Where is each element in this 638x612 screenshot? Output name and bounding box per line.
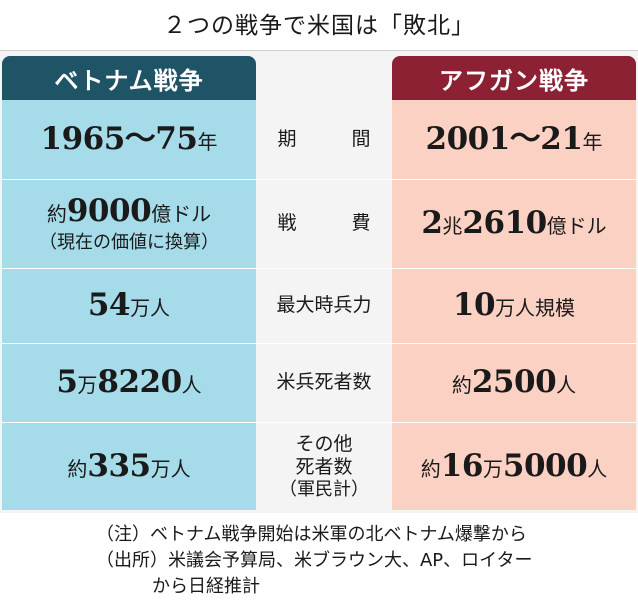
value-number: 2 (421, 205, 443, 242)
value-unit: 万人規模 (495, 296, 576, 321)
afghan-other-deaths: 約16万5000人 (392, 423, 636, 510)
value-unit: 約 (46, 201, 67, 226)
value-unit: 万人 (150, 456, 191, 481)
value-number: 2610 (462, 205, 547, 242)
vietnam-cost-note: （現在の価値に換算） (39, 232, 219, 254)
label-cost: 戦 費 (277, 212, 389, 235)
value-unit: 年 (582, 129, 603, 154)
vietnam-max-troops: 54万人 (2, 269, 256, 343)
vietnam-cost: 約9000億ドル （現在の価値に換算） (2, 180, 256, 268)
value-unit: 人 (556, 373, 577, 398)
vietnam-us-deaths: 5万8220人 (2, 344, 256, 422)
value-unit: 約 (451, 373, 472, 398)
vietnam-other-deaths: 約335万人 (2, 423, 256, 510)
value-number: 1965～75 (40, 120, 198, 157)
header-vietnam-war: ベトナム戦争 (2, 56, 256, 100)
value-unit: 約 (420, 456, 441, 481)
value-unit: 億ドル (151, 201, 212, 226)
row-divider (2, 179, 636, 180)
footnotes: （注）ベトナム戦争開始は米軍の北ベトナム爆撃から （出所）米議会予算局、米ブラウ… (96, 522, 532, 600)
row-divider (2, 422, 636, 423)
value-number: 2001～21 (425, 120, 583, 157)
value-unit: 万 (77, 373, 98, 398)
value-number: 5000 (502, 447, 588, 484)
value-number: 335 (87, 447, 151, 484)
afghan-us-deaths: 約2500人 (392, 344, 636, 422)
column-afghan (392, 100, 636, 510)
value-unit: 人 (181, 373, 202, 398)
row-divider (2, 343, 636, 344)
label-max-troops: 最大時兵力 (276, 294, 372, 317)
column-vietnam (2, 100, 256, 510)
value-number: 10 (452, 287, 496, 324)
value-unit: 億ドル (546, 214, 607, 239)
footnote-note: （注）ベトナム戦争開始は米軍の北ベトナム爆撃から (96, 524, 527, 545)
value-unit: 人 (587, 456, 608, 481)
footnote-source-continued: から日経推計 (152, 576, 260, 597)
afghan-max-troops: 10万人規模 (392, 269, 636, 343)
value-number: 9000 (66, 192, 152, 229)
value-unit: 年 (197, 129, 218, 154)
value-number: 16 (440, 447, 484, 484)
value-number: 5 (56, 364, 78, 401)
page-title: ２つの戦争で米国は「敗北」 (163, 13, 475, 39)
afghan-cost: 2兆2610億ドル (392, 180, 636, 268)
value-unit: 万人 (130, 296, 171, 321)
row-divider (2, 268, 636, 269)
value-unit: 兆 (442, 214, 463, 239)
table-row-other-deaths: 約335万人 その他 死者数 （軍民計） 約16万5000人 (0, 423, 636, 510)
header-afghan-war: アフガン戦争 (392, 56, 636, 100)
footnote-source: （出所）米議会予算局、米ブラウン大、AP、ロイター (96, 550, 533, 571)
value-unit: 約 (67, 456, 88, 481)
label-other-deaths: その他 死者数 （軍民計） (279, 432, 369, 500)
value-number: 8220 (97, 364, 182, 401)
table-row-period: 1965～75年 期 間 2001～21年 (0, 100, 636, 179)
table-row-max-troops: 54万人 最大時兵力 10万人規模 (0, 269, 636, 343)
label-us-deaths: 米兵死者数 (276, 371, 372, 394)
value-number: 54 (87, 287, 131, 324)
vietnam-period: 1965～75年 (2, 100, 256, 179)
value-number: 2500 (471, 364, 557, 401)
afghan-period: 2001～21年 (392, 100, 636, 179)
table-row-cost: 約9000億ドル （現在の価値に換算） 戦 費 2兆2610億ドル (0, 180, 636, 268)
table-row-us-deaths: 5万8220人 米兵死者数 約2500人 (0, 344, 636, 422)
label-period: 期 間 (277, 127, 389, 150)
value-unit: 万 (482, 456, 503, 481)
